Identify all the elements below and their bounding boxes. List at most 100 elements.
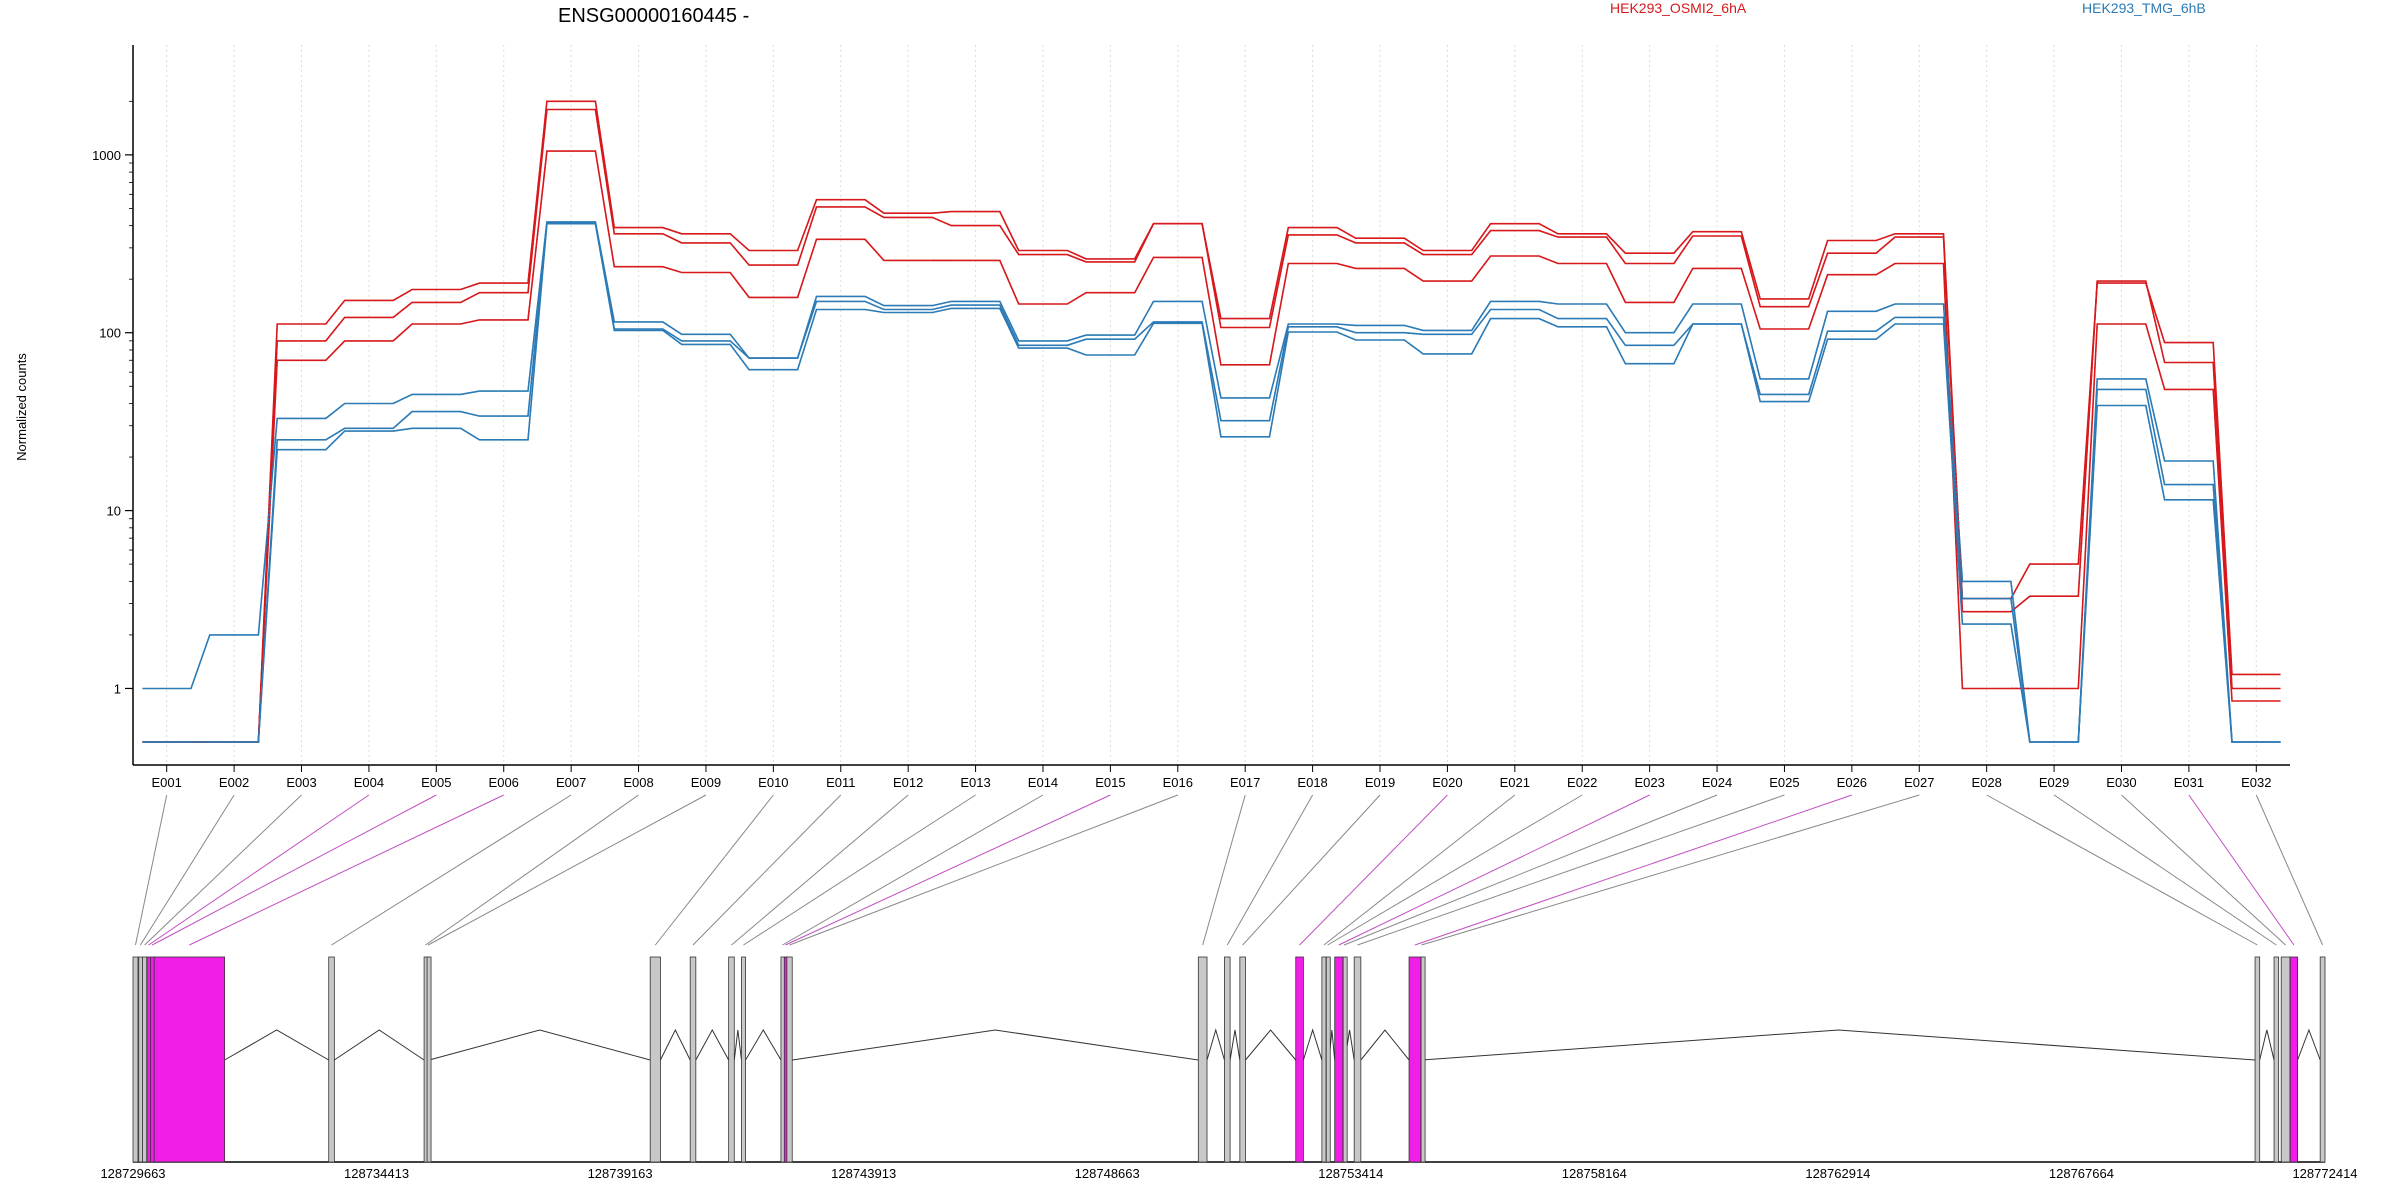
series-connector: [999, 225, 1020, 255]
genomic-tick-label: 128758164: [1562, 1166, 1627, 1181]
intron-line: [429, 1029, 651, 1061]
x-tick-label: E022: [1567, 775, 1597, 790]
series-connector: [1808, 331, 1829, 395]
intron-line: [660, 1028, 691, 1061]
series-connector: [1336, 262, 1356, 270]
series-connector: [1404, 324, 1424, 332]
exon-box: [1197, 956, 1208, 1163]
series-connector: [932, 216, 952, 227]
exon-box: [2273, 956, 2280, 1163]
series-connector: [325, 316, 346, 342]
series-connector: [797, 301, 818, 359]
series-connector: [1538, 308, 1559, 320]
x-tick-label: E006: [489, 775, 519, 790]
series-connector: [1673, 231, 1694, 254]
exon-box: [2289, 956, 2299, 1163]
exon-box: [142, 956, 148, 1163]
series-connector: [2145, 280, 2166, 363]
series-connector: [2010, 581, 2031, 743]
series-connector: [999, 304, 1020, 346]
series-connector: [460, 282, 480, 291]
exon-box: [786, 956, 793, 1163]
series-connector: [392, 323, 413, 342]
vertical-grid: [166, 45, 2257, 765]
genomic-tick-label: 128748663: [1075, 1166, 1140, 1181]
exon-connector: [789, 794, 1178, 946]
exon-connector-lines: [134, 794, 2324, 946]
x-tick-label: E030: [2106, 775, 2136, 790]
genomic-tick-label: 128753414: [1318, 1166, 1383, 1181]
series-connector: [2212, 389, 2233, 702]
series-connector: [1538, 223, 1559, 235]
series-connector: [1268, 331, 1289, 437]
exon-connector: [331, 794, 572, 946]
series-connector: [1336, 234, 1357, 244]
exon-connector: [654, 794, 774, 946]
x-tick-label: E018: [1297, 775, 1327, 790]
series-connector: [325, 340, 346, 361]
series-connector: [1268, 263, 1289, 365]
exon-connector: [1421, 794, 1920, 946]
exon-box: [1321, 956, 1327, 1163]
series-connector: [1201, 301, 1222, 399]
series-connector: [2077, 405, 2098, 743]
x-tick-label: E023: [1634, 775, 1664, 790]
series-connector: [1606, 233, 1626, 254]
series-connector: [1673, 303, 1694, 334]
series-connector: [1538, 230, 1559, 238]
exon-connector: [743, 794, 976, 946]
series-connector: [2145, 323, 2166, 390]
x-tick-label: E001: [152, 775, 182, 790]
genomic-tick-label: 128743913: [831, 1166, 896, 1181]
exon-box: [1325, 956, 1331, 1163]
x-tick-label: E025: [1769, 775, 1799, 790]
series-connector: [2010, 595, 2031, 613]
series-connector: [864, 300, 885, 311]
x-tick-label: E012: [893, 775, 923, 790]
intron-line: [334, 1029, 425, 1061]
intron-line: [733, 1029, 742, 1061]
series-connector: [460, 390, 480, 396]
exon-connector: [427, 794, 707, 946]
exon-connector: [1357, 794, 1785, 946]
y-tick-label: 1000: [92, 148, 121, 163]
series-connector: [1336, 331, 1357, 341]
intron-line: [1206, 1028, 1225, 1061]
intron-line: [1360, 1029, 1410, 1061]
series-connector: [797, 199, 818, 251]
series-connector: [392, 393, 413, 405]
series-lines: [142, 100, 2281, 743]
series-connector: [662, 266, 682, 274]
exon-connector: [1327, 794, 1583, 946]
exon-connector: [692, 794, 842, 946]
series-connector: [1942, 317, 1964, 599]
series-connector: [1067, 334, 1087, 342]
x-tick-label: E021: [1500, 775, 1530, 790]
x-tick-label: E016: [1163, 775, 1193, 790]
intron-line: [1229, 1029, 1241, 1061]
series-connector: [1067, 338, 1087, 346]
series-connector: [2077, 281, 2098, 597]
exon-connector: [731, 794, 909, 946]
series-connector: [1673, 235, 1694, 264]
exon-box: [1408, 956, 1422, 1163]
series-connector: [932, 307, 952, 314]
series-connector: [729, 272, 750, 298]
genomic-tick-label: 128734413: [344, 1166, 409, 1181]
series-line-tmg: [142, 222, 2281, 743]
series-connector: [729, 233, 750, 251]
series-connector: [729, 343, 750, 371]
series-connector: [1066, 249, 1087, 260]
x-tick-label: E026: [1837, 775, 1867, 790]
genomic-tick-label: 128739163: [588, 1166, 653, 1181]
x-tick-label: E029: [2039, 775, 2069, 790]
x-tick-label: E014: [1028, 775, 1058, 790]
intron-line: [1421, 1029, 2256, 1061]
series-connector: [1201, 223, 1222, 328]
exon-connector: [134, 794, 168, 946]
series-connector: [527, 223, 548, 440]
series-connector: [1808, 274, 1829, 330]
y-tick-label: 1: [114, 681, 121, 696]
exon-connector: [1414, 794, 1853, 946]
